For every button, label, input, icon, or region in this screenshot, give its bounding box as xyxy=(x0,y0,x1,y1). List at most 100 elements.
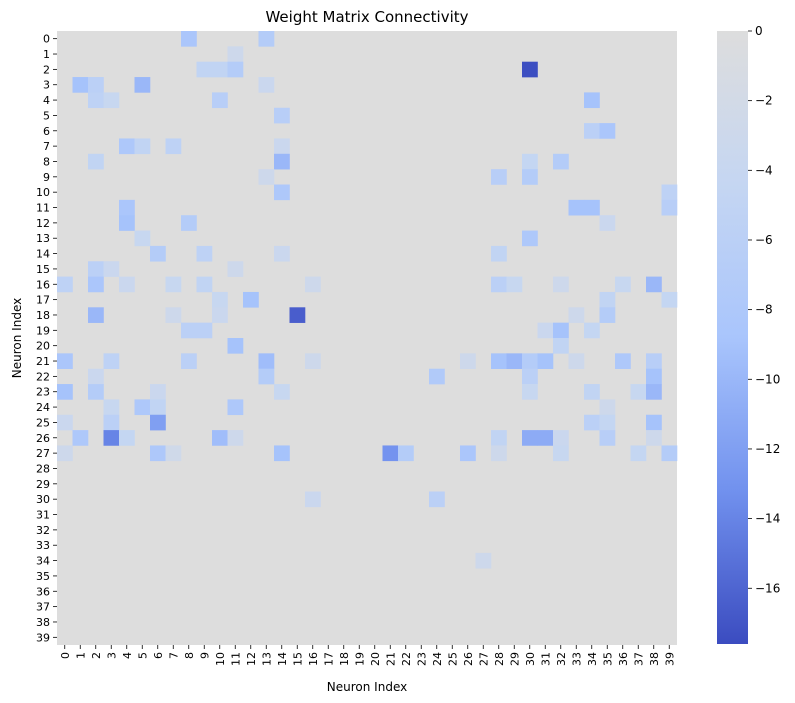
x-tick-label: 32 xyxy=(555,652,568,666)
y-tick-label: 34 xyxy=(36,555,50,568)
heatmap-cell xyxy=(522,384,538,400)
heatmap-cell xyxy=(661,445,678,462)
heatmap-cell xyxy=(398,445,414,462)
heatmap-cell xyxy=(506,353,523,369)
heatmap-cell xyxy=(88,384,104,400)
heatmap-cell xyxy=(165,445,182,462)
heatmap-cell xyxy=(599,215,616,231)
y-tick-label: 36 xyxy=(36,585,50,598)
x-tick-label: 3 xyxy=(105,652,118,659)
x-tick-label: 2 xyxy=(90,652,103,659)
heatmap-cell xyxy=(227,338,244,354)
y-tick-label: 7 xyxy=(43,140,50,153)
colorbar-tick-label: 0 xyxy=(755,24,763,38)
heatmap-cell xyxy=(165,276,182,293)
y-tick-label: 37 xyxy=(36,601,50,614)
heatmap-cell xyxy=(196,322,213,339)
x-tick-label: 1 xyxy=(74,652,87,659)
x-tick-label: 11 xyxy=(229,652,242,666)
heatmap-cell xyxy=(522,230,538,247)
heatmap-cell xyxy=(227,261,244,277)
x-tick-label: 26 xyxy=(462,652,475,666)
x-tick-label: 25 xyxy=(446,652,459,666)
heatmap-cell xyxy=(599,414,616,431)
y-tick-label: 11 xyxy=(36,202,50,215)
heatmap-cell xyxy=(460,445,476,462)
heatmap-cell xyxy=(506,276,523,293)
heatmap-cell xyxy=(258,169,275,185)
heatmap-cell xyxy=(568,199,585,216)
heatmap-cell xyxy=(150,399,166,416)
y-tick-label: 26 xyxy=(36,432,50,445)
heatmap-cell xyxy=(615,353,631,369)
heatmap-cell xyxy=(72,77,89,93)
y-tick-label: 20 xyxy=(36,340,50,353)
heatmap-cell xyxy=(57,353,73,369)
heatmap-cell xyxy=(491,445,507,462)
heatmap-cell xyxy=(661,199,678,216)
x-tick-label: 29 xyxy=(508,652,521,666)
heatmap-cell xyxy=(553,322,569,339)
y-tick-label: 27 xyxy=(36,447,50,460)
y-tick-label: 13 xyxy=(36,232,50,245)
heatmap-cell xyxy=(103,261,120,277)
y-tick-label: 4 xyxy=(43,94,50,107)
heatmap-cell xyxy=(553,153,569,170)
heatmap-background xyxy=(57,31,677,645)
x-tick-label: 4 xyxy=(121,652,134,659)
x-tick-label: 36 xyxy=(617,652,630,666)
heatmap-cell xyxy=(491,430,507,446)
y-tick-label: 29 xyxy=(36,478,50,491)
y-tick-label: 18 xyxy=(36,309,50,322)
heatmap-cell xyxy=(103,430,120,446)
heatmap-cell xyxy=(274,153,290,170)
heatmap-cell xyxy=(491,245,507,262)
heatmap-cell xyxy=(88,92,104,109)
x-tick-label: 21 xyxy=(384,652,397,666)
heatmap-cell xyxy=(165,307,182,323)
heatmap-cell xyxy=(227,399,244,416)
x-tick-label: 18 xyxy=(338,652,351,666)
heatmap-cell xyxy=(522,368,538,385)
x-tick-label: 27 xyxy=(477,652,490,666)
y-tick-label: 21 xyxy=(36,355,50,368)
x-tick-label: 5 xyxy=(136,652,149,659)
y-tick-label: 0 xyxy=(43,33,50,46)
x-tick-label: 15 xyxy=(291,652,304,666)
heatmap-cell xyxy=(584,322,600,339)
heatmap-cell xyxy=(258,77,275,93)
heatmap-cell xyxy=(599,399,616,416)
heatmap-cell xyxy=(227,430,244,446)
heatmap-cell xyxy=(429,491,445,508)
y-tick-label: 33 xyxy=(36,539,50,552)
heatmap-cell xyxy=(103,414,120,431)
heatmap-cell xyxy=(119,138,135,155)
heatmap-cell xyxy=(584,384,600,400)
heatmap-cell xyxy=(475,552,492,569)
heatmap-cell xyxy=(491,276,507,293)
heatmap-cell xyxy=(584,123,600,139)
colorbar-tick-label: −14 xyxy=(755,512,780,526)
heatmap-cell xyxy=(274,107,290,124)
heatmap-cell xyxy=(630,445,647,462)
colorbar-ticks: 0 −2 −4 −6 −8 −10 −12 −14 −16 xyxy=(748,24,780,595)
heatmap-cell xyxy=(165,138,182,155)
y-tick-label: 9 xyxy=(43,171,50,184)
y-tick-label: 3 xyxy=(43,79,50,92)
x-tick-label: 20 xyxy=(369,652,382,666)
x-tick-label: 33 xyxy=(570,652,583,666)
heatmap-cell xyxy=(212,307,228,323)
heatmap-cell xyxy=(150,445,166,462)
heatmap-cell xyxy=(289,307,306,323)
x-axis-label: Neuron Index xyxy=(327,680,407,694)
x-tick-label: 7 xyxy=(167,652,180,659)
heatmap-cell xyxy=(537,322,554,339)
x-tick-label: 16 xyxy=(307,652,320,666)
x-tick-label: 13 xyxy=(260,652,273,666)
heatmap-cell xyxy=(212,92,228,109)
heatmap-cell xyxy=(646,384,662,400)
heatmap-cell xyxy=(119,215,135,231)
y-tick-label: 8 xyxy=(43,155,50,168)
colorbar-tick-label: −16 xyxy=(755,581,780,595)
y-tick-label: 15 xyxy=(36,263,50,276)
